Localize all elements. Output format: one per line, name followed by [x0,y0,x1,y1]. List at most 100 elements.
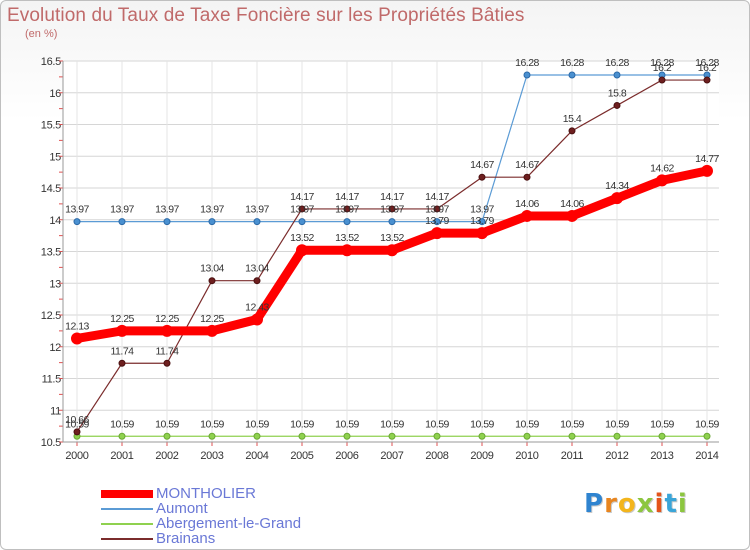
data-point-montholier [431,227,443,240]
data-point-aumont [388,218,396,226]
data-label-brainans: 14.17 [290,191,314,203]
data-point-brainans [568,127,576,135]
data-point-aumont [118,218,126,226]
data-label-montholier: 14.34 [605,180,629,192]
data-label-aumont: 13.97 [65,204,89,216]
data-point-aumont [298,218,306,226]
data-label-abergement-le-grand: 10.59 [515,418,539,430]
data-point-aumont [613,71,621,79]
data-point-brainans [253,277,261,285]
data-point-abergement-le-grand [298,432,306,440]
data-label-brainans: 11.74 [156,345,180,357]
data-label-aumont: 13.97 [110,204,134,216]
data-point-aumont [478,218,486,226]
data-point-abergement-le-grand [118,432,126,440]
data-label-aumont: 13.97 [245,204,269,216]
data-point-abergement-le-grand [208,432,216,440]
data-point-brainans [388,205,396,213]
proxiti-logo: Proxiti [584,489,688,519]
data-label-brainans: 14.67 [470,159,494,171]
data-label-aumont: 16.28 [605,57,629,69]
data-label-montholier: 12.13 [65,320,89,332]
data-point-montholier [206,324,218,337]
data-label-montholier: 13.52 [380,232,404,244]
y-tick-label: 15 [49,151,61,163]
data-label-abergement-le-grand: 10.59 [200,418,224,430]
legend-label-montholier: MONTHOLIER [156,485,257,502]
x-tick-label: 2014 [695,450,718,462]
data-label-montholier: 12.25 [110,313,134,325]
data-point-montholier [566,209,578,222]
legend-swatch-aumont [101,508,153,510]
data-label-brainans: 15.8 [608,87,627,99]
data-point-aumont [523,71,531,79]
legend-swatch-abergement-le-grand [101,523,153,525]
data-point-aumont [253,218,261,226]
data-label-montholier: 13.79 [470,215,494,227]
data-point-aumont [73,218,81,226]
x-tick-label: 2012 [605,450,628,462]
data-label-aumont: 13.97 [425,204,449,216]
data-point-abergement-le-grand [523,432,531,440]
data-label-abergement-le-grand: 10.59 [560,418,584,430]
y-tick-label: 13.5 [41,247,61,259]
data-label-abergement-le-grand: 10.59 [380,418,404,430]
data-label-montholier: 12.25 [200,313,224,325]
legend-label-brainans: Brainans [156,530,216,547]
data-label-abergement-le-grand: 10.59 [470,418,494,430]
legend-swatch-montholier [101,490,153,498]
data-point-abergement-le-grand [253,432,261,440]
data-point-brainans [208,277,216,285]
data-point-brainans [703,76,711,84]
y-tick-label: 12.5 [41,310,61,322]
data-label-montholier: 13.52 [290,232,314,244]
data-label-brainans: 15.4 [563,113,582,125]
data-point-abergement-le-grand [433,432,441,440]
data-label-abergement-le-grand: 10.59 [245,418,269,430]
data-label-abergement-le-grand: 10.59 [65,418,89,430]
legend-item-aumont[interactable]: Aumont [101,500,341,517]
data-point-abergement-le-grand [163,432,171,440]
data-point-montholier [251,313,263,326]
x-tick-label: 2013 [650,450,673,462]
data-point-aumont [163,218,171,226]
data-label-brainans: 13.04 [200,263,224,275]
x-tick-label: 2009 [470,450,493,462]
data-label-brainans: 10.66 [65,414,89,426]
data-point-abergement-le-grand [343,432,351,440]
y-tick-label: 14 [49,215,61,227]
data-label-montholier: 12.25 [155,313,179,325]
data-label-abergement-le-grand: 10.59 [650,418,674,430]
data-point-montholier [521,209,533,222]
data-label-montholier: 13.52 [335,232,359,244]
y-tick-label: 11 [50,405,61,417]
data-label-aumont: 13.97 [470,204,494,216]
legend-item-montholier[interactable]: MONTHOLIER [101,485,341,502]
x-tick-label: 2007 [380,450,403,462]
data-label-aumont: 16.28 [650,57,674,69]
data-label-brainans: 16.2 [653,62,672,74]
data-point-abergement-le-grand [613,432,621,440]
data-label-abergement-le-grand: 10.59 [425,418,449,430]
data-label-aumont: 13.97 [155,204,179,216]
y-tick-label: 13 [49,278,61,290]
data-point-brainans [613,101,621,109]
legend-item-brainans[interactable]: Brainans [101,530,341,547]
data-label-montholier: 12.43 [245,301,269,313]
data-point-montholier [611,192,623,205]
data-label-aumont: 13.97 [335,204,359,216]
data-label-brainans: 14.17 [380,191,404,203]
data-label-aumont: 13.97 [200,204,224,216]
data-point-brainans [343,205,351,213]
data-label-brainans: 14.17 [425,191,449,203]
data-label-abergement-le-grand: 10.59 [290,418,314,430]
data-point-montholier [386,244,398,257]
data-point-abergement-le-grand [388,432,396,440]
legend-item-abergement-le-grand[interactable]: Abergement-le-Grand [101,515,341,532]
data-label-abergement-le-grand: 10.59 [155,418,179,430]
data-label-aumont: 16.28 [695,57,719,69]
legend-swatch-brainans [101,538,153,540]
data-point-abergement-le-grand [658,432,666,440]
x-tick-label: 2000 [65,450,88,462]
